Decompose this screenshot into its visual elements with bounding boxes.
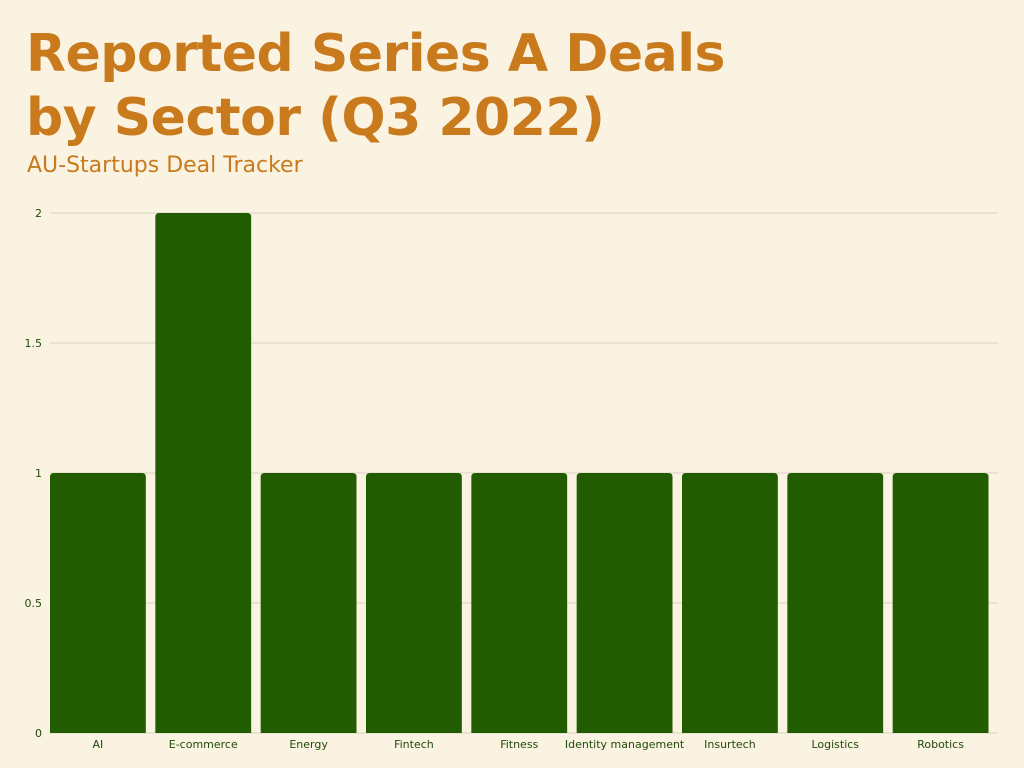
bars bbox=[50, 213, 989, 733]
x-tick-label: E-commerce bbox=[169, 738, 238, 751]
x-tick-label: AI bbox=[93, 738, 104, 751]
x-tick-label: Energy bbox=[289, 738, 328, 751]
y-tick-label: 1 bbox=[35, 467, 42, 480]
x-tick-label: Fitness bbox=[500, 738, 538, 751]
bar-fitness bbox=[471, 473, 568, 733]
x-tick-label: Logistics bbox=[811, 738, 859, 751]
y-tick-label: 1.5 bbox=[25, 337, 43, 350]
chart-subtitle: AU-Startups Deal Tracker bbox=[27, 153, 303, 178]
bar-logistics bbox=[787, 473, 884, 733]
x-tick-label: Robotics bbox=[917, 738, 964, 751]
x-tick-label: Identity management bbox=[565, 738, 685, 751]
y-tick-label: 0.5 bbox=[25, 597, 43, 610]
bar-e-commerce bbox=[155, 213, 252, 733]
chart-title: Reported Series A Deals by Sector (Q3 20… bbox=[26, 22, 926, 150]
y-tick-label: 0 bbox=[35, 727, 42, 740]
chart-title-line-1: Reported Series A Deals bbox=[26, 24, 726, 84]
y-tick-label: 2 bbox=[35, 207, 42, 220]
bar-identity-management bbox=[576, 473, 673, 733]
bar-fintech bbox=[366, 473, 462, 733]
bar-ai bbox=[50, 473, 146, 733]
x-tick-label: Fintech bbox=[394, 738, 434, 751]
x-axis-ticks: AI E-commerce Energy Fintech Fitness Identity… bbox=[93, 738, 965, 751]
x-tick-label: Insurtech bbox=[704, 738, 756, 751]
bar-energy bbox=[260, 473, 357, 733]
bar-robotics bbox=[892, 473, 989, 733]
chart-title-line-2: by Sector (Q3 2022) bbox=[26, 88, 605, 148]
bar-insurtech bbox=[682, 473, 778, 733]
y-axis-ticks: 0 0.5 1 1.5 2 bbox=[25, 207, 43, 740]
